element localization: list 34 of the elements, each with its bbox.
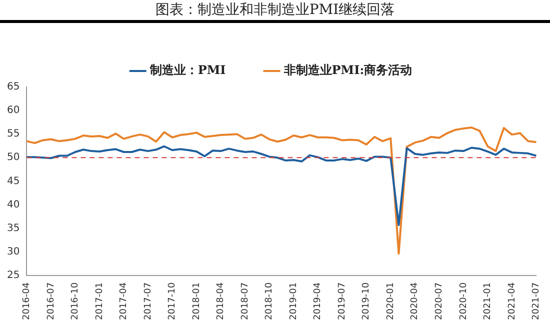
x-tick-label: 2016-04 (22, 282, 32, 320)
x-tick-label: 2017-10 (168, 282, 178, 320)
x-tick-label: 2019-01 (288, 282, 299, 320)
x-tick-label: 2018-04 (216, 282, 226, 320)
x-tick-label: 2021-04 (507, 282, 518, 320)
x-tick-label: 2018-10 (264, 282, 275, 320)
x-tick-label: 2021-07 (532, 282, 542, 320)
y-tick-label: 50 (6, 152, 20, 164)
x-tick-label: 2020-01 (386, 282, 396, 320)
x-tick-label: 2020-07 (434, 282, 444, 320)
x-tick-label: 2019-10 (362, 282, 372, 320)
y-tick-label: 25 (6, 270, 20, 281)
legend-label: 非制造业PMI:商务活动 (282, 63, 412, 78)
legend-label: 制造业：PMI (148, 63, 226, 78)
x-tick-label: 2020-04 (410, 282, 420, 320)
x-tick-label: 2017-04 (119, 282, 130, 320)
chart-title: 图表：制造业和非制造业PMI继续回落 (0, 0, 550, 23)
y-tick-label: 35 (6, 222, 20, 234)
y-tick-label: 55 (6, 128, 20, 140)
y-tick-label: 45 (6, 176, 20, 187)
x-tick-label: 2016-07 (46, 282, 56, 320)
x-tick-label: 2021-01 (483, 282, 494, 320)
x-tick-label: 2020-10 (458, 282, 469, 320)
x-tick-label: 2019-04 (313, 282, 324, 320)
y-tick-label: 65 (6, 82, 20, 93)
x-tick-label: 2018-01 (192, 282, 202, 320)
x-tick-label: 2019-07 (337, 282, 348, 320)
y-tick-label: 40 (6, 199, 20, 210)
x-tick-label: 2017-01 (94, 282, 105, 320)
x-tick-label: 2018-07 (240, 282, 250, 320)
x-tick-label: 2017-07 (143, 282, 154, 320)
y-tick-label: 30 (6, 246, 20, 258)
x-tick-label: 2016-10 (70, 282, 81, 320)
y-tick-label: 60 (6, 105, 20, 116)
